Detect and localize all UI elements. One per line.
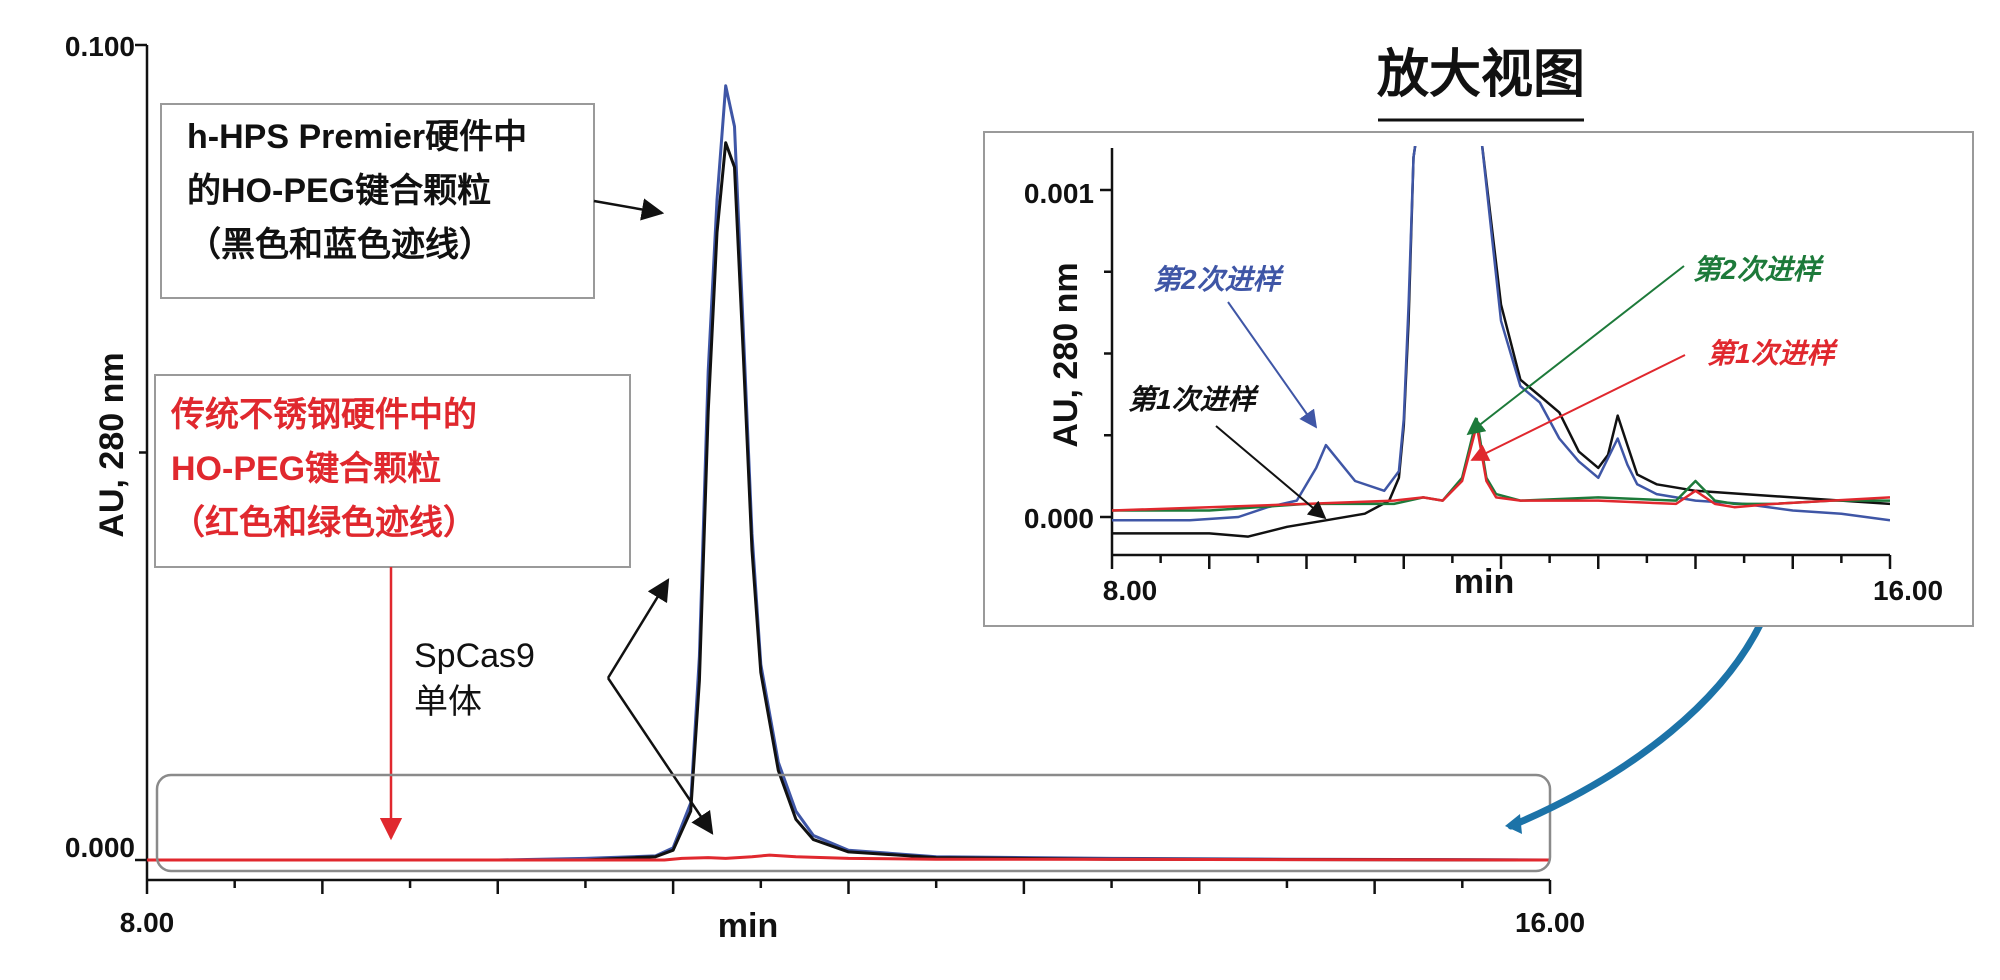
inset-series-line-2 xyxy=(1112,417,1890,512)
premier-callout-box xyxy=(160,103,595,299)
zoom-connector-arrow xyxy=(1507,584,1779,830)
inset-y-tick-label-zero: 0.000 xyxy=(1024,503,1094,534)
main-series-line-1 xyxy=(147,141,1550,862)
main-x-tick-label-start: 8.00 xyxy=(120,907,175,938)
main-series xyxy=(147,84,1550,862)
premier-callout: h-HPS Premier硬件中 的HO-PEG键合颗粒 （黑色和蓝色迹线） xyxy=(160,103,665,299)
inset-label-green-inj2: 第2次进样 xyxy=(1693,254,1825,285)
inset-label-blue-inj2: 第2次进样 xyxy=(1153,264,1285,295)
inset-y-tick-label-top: 0.001 xyxy=(1024,178,1094,209)
inset-x-tick-label-end: 16.00 xyxy=(1873,575,1943,606)
main-x-axis-title: min xyxy=(718,907,778,945)
premier-callout-line-2: 的HO-PEG键合颗粒 xyxy=(187,172,491,210)
premier-callout-line-3: （黑色和蓝色迹线） xyxy=(187,225,493,264)
main-x-tick-label-end: 16.00 xyxy=(1515,907,1585,938)
main-x-ticks xyxy=(145,880,1552,894)
inset-arrow-green xyxy=(1466,265,1685,436)
inset-label-red-inj1: 第1次进样 xyxy=(1707,338,1839,369)
monomer-callout: SpCas9 单体 xyxy=(414,578,714,835)
main-series-line-2 xyxy=(147,853,1550,862)
inset-x-axis-title: min xyxy=(1454,563,1514,601)
monomer-label-line-2: 单体 xyxy=(414,683,482,721)
steel-callout-line-2: HO-PEG键合颗粒 xyxy=(171,450,441,488)
inset-series xyxy=(1112,146,1890,538)
inset-y-ticks xyxy=(1100,188,1112,519)
inset-panel: 放大视图 0.001 0.000 8.00 16.00 min AU, 280 … xyxy=(983,46,1974,627)
inset-title: 放大视图 xyxy=(1377,46,1585,104)
main-y-tick-label-zero: 0.000 xyxy=(65,832,135,863)
inset-label-black-inj1: 第1次进样 xyxy=(1128,384,1260,415)
zoom-region-box xyxy=(155,773,1552,873)
inset-arrow-blue xyxy=(1227,301,1318,429)
main-y-axis-title: AU, 280 nm xyxy=(93,352,131,537)
inset-y-axis-title: AU, 280 nm xyxy=(1047,262,1085,447)
steel-callout: 传统不锈钢硬件中的 HO-PEG键合颗粒 （红色和绿色迹线） xyxy=(154,374,631,841)
steel-callout-line-3: （红色和绿色迹线） xyxy=(171,503,477,542)
steel-callout-box xyxy=(154,374,631,568)
main-chart: 0.100 0.000 8.00 16.00 min AU, 280 nm xyxy=(65,31,1585,945)
inset-arrow-red xyxy=(1470,354,1686,461)
inset-frame xyxy=(983,131,1974,627)
main-y-ticks xyxy=(135,43,147,862)
inset-series-line-3 xyxy=(1112,424,1890,512)
monomer-arrow-lower xyxy=(606,677,714,835)
inset-series-line-0 xyxy=(1112,146,1890,538)
inset-x-tick-label-start: 8.00 xyxy=(1103,575,1158,606)
zoom-connector-tail xyxy=(1505,814,1522,834)
inset-series-line-1 xyxy=(1112,146,1890,522)
inset-arrow-black xyxy=(1215,425,1327,520)
premier-callout-line-1: h-HPS Premier硬件中 xyxy=(187,118,527,156)
monomer-label-line-1: SpCas9 xyxy=(414,637,535,675)
monomer-arrow-upper xyxy=(606,578,670,679)
premier-callout-arrow xyxy=(593,198,665,221)
main-y-tick-label-top: 0.100 xyxy=(65,31,135,62)
inset-x-ticks xyxy=(1110,555,1892,569)
steel-callout-line-1: 传统不锈钢硬件中的 xyxy=(170,396,477,434)
